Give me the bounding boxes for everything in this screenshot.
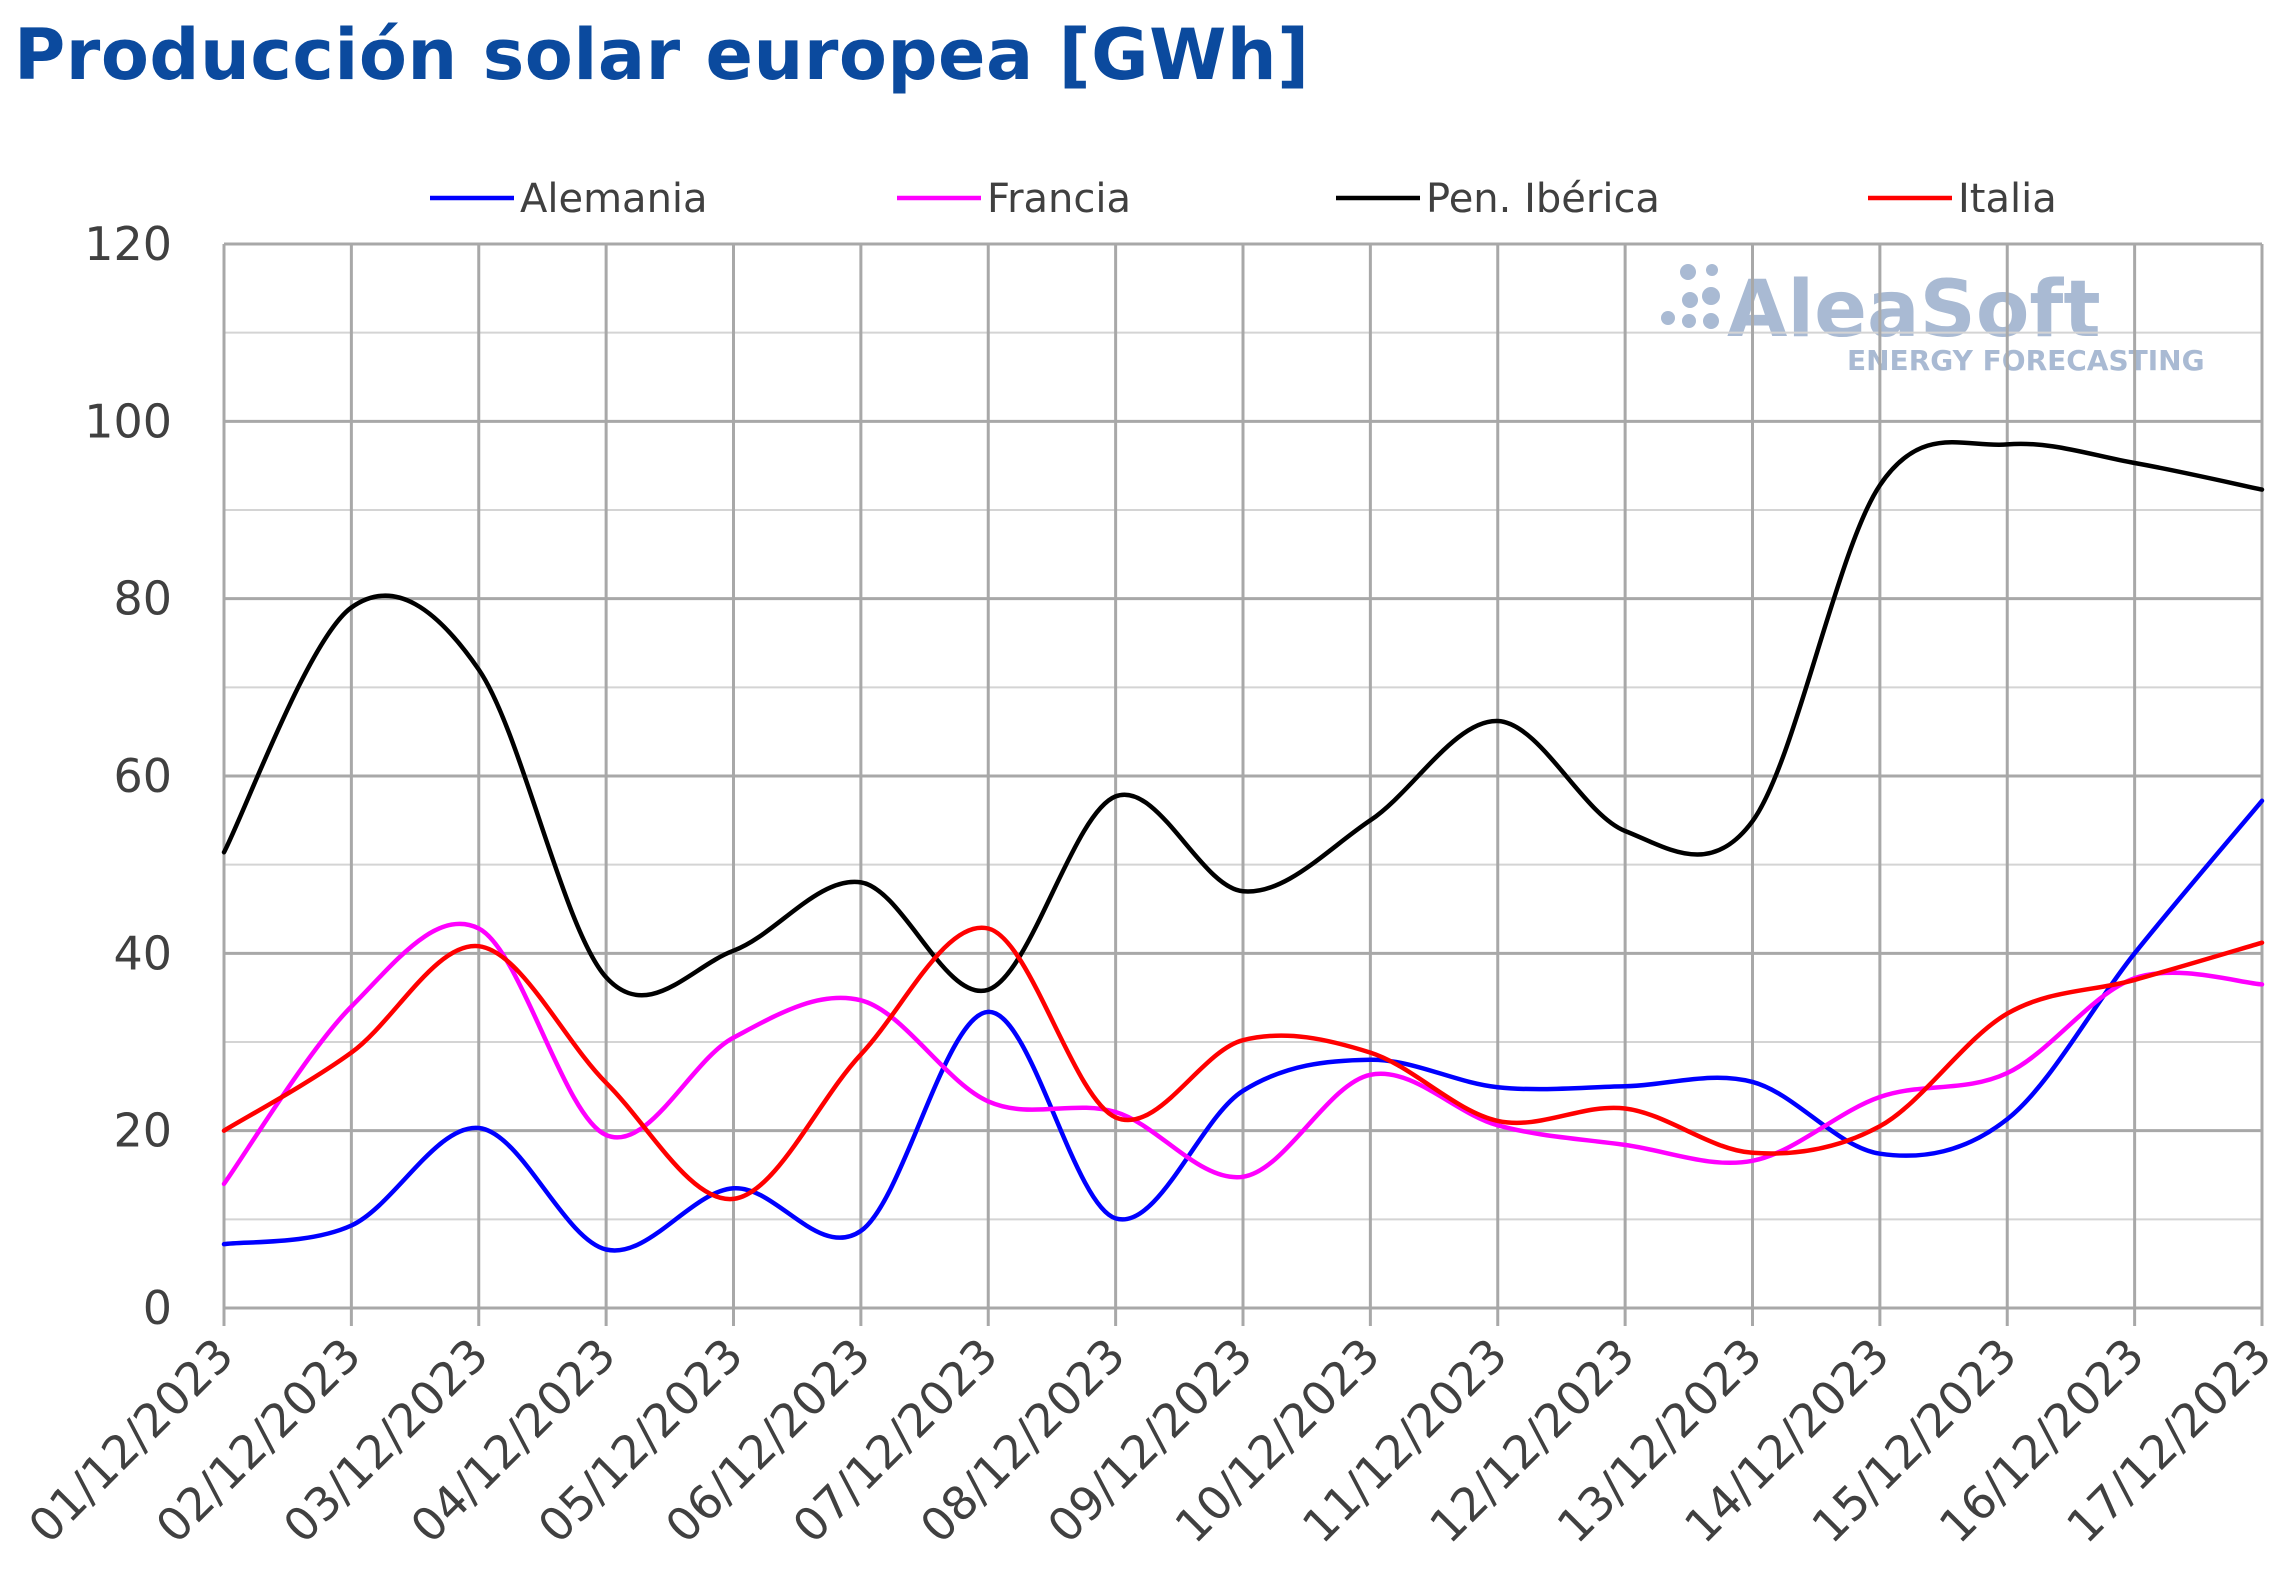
series-line-italia (221, 925, 2265, 1202)
legend: Alemania Francia Pen. Ibérica Italia (430, 176, 2057, 222)
grid (222, 242, 2264, 1326)
series-line-pen-ib-rica (221, 440, 2265, 998)
y-tick-label: 120 (84, 217, 172, 271)
axes: 02040608010012001/12/202302/12/202303/12… (18, 217, 2282, 1553)
series-line-francia (221, 921, 2265, 1187)
legend-label: Francia (987, 176, 1131, 222)
y-tick-label: 100 (84, 394, 172, 448)
aleasoft-watermark: AleaSoft ENERGY FORECASTING (1661, 264, 2205, 377)
chart-title: Producción solar europea [GWh] (14, 14, 1310, 96)
y-tick-label: 60 (113, 749, 172, 803)
y-tick-label: 20 (113, 1104, 172, 1158)
legend-label: Pen. Ibérica (1426, 176, 1660, 222)
y-tick-label: 80 (113, 572, 172, 626)
y-tick-label: 0 (143, 1281, 172, 1335)
legend-label: Alemania (520, 176, 708, 222)
series-line-alemania (221, 798, 2265, 1253)
series-lines (221, 440, 2265, 1253)
y-tick-label: 40 (113, 926, 172, 980)
aleasoft-logo-dots-icon (1661, 264, 1720, 329)
watermark-brand: AleaSoft (1727, 265, 2101, 355)
watermark-tagline: ENERGY FORECASTING (1847, 344, 2205, 377)
legend-label: Italia (1958, 176, 2057, 222)
